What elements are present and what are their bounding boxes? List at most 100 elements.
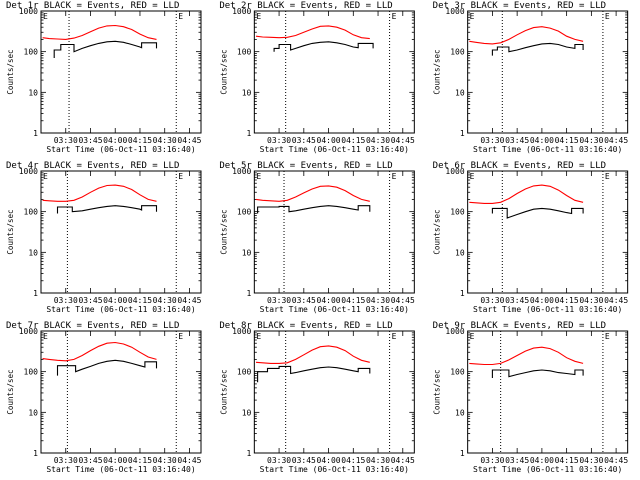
x-tick-label: 04:45: [604, 456, 628, 465]
x-tick-label: 04:00: [530, 296, 554, 305]
x-axis-label: Start Time (06-Oct-11 03:16:40): [46, 465, 195, 474]
chart-title: Det 8r BLACK = Events, RED = LLD: [219, 321, 392, 331]
annotation-label: E: [392, 332, 397, 341]
chart-panel-8: Det 8r BLACK = Events, RED = LLD 1 10 100 10…: [219, 321, 415, 474]
x-tick-label: 04:15: [555, 456, 579, 465]
annotation-label: E: [256, 332, 261, 341]
x-tick-label: 04:30: [366, 136, 390, 145]
series-line-black: [53, 40, 158, 58]
plot-frame: [467, 10, 629, 134]
y-tick-label: 10: [455, 248, 465, 257]
x-tick-label: 04:00: [103, 136, 127, 145]
x-axis-label: Start Time (06-Oct-11 03:16:40): [260, 465, 409, 474]
annotation-label: E: [392, 172, 397, 181]
x-tick-label: 04:00: [103, 296, 127, 305]
annotation-label: E: [178, 12, 183, 21]
y-tick-label: 100: [24, 208, 39, 217]
chart-title: Det 7r BLACK = Events, RED = LLD: [6, 321, 179, 331]
y-tick-label: 1: [460, 129, 465, 138]
y-tick-label: 10: [28, 248, 38, 257]
x-tick-label: 04:30: [366, 296, 390, 305]
chart-panel-2: Det 2r BLACK = Events, RED = LLD 1 10 100 10…: [219, 1, 415, 154]
x-axis-label: Start Time (06-Oct-11 03:16:40): [46, 305, 195, 314]
x-tick-label: 03:45: [78, 456, 102, 465]
annotation-label: E: [43, 172, 48, 181]
x-tick-label: 04:45: [177, 136, 201, 145]
chart-title: Det 2r BLACK = Events, RED = LLD: [219, 1, 392, 11]
x-tick-label: 04:30: [579, 456, 603, 465]
x-tick-label: 04:45: [604, 296, 628, 305]
y-tick-label: 1000: [445, 7, 464, 16]
plot-frame: [40, 170, 202, 294]
x-tick-label: 03:45: [78, 296, 102, 305]
series-line-red: [469, 346, 584, 366]
x-tick-label: 03:30: [267, 296, 291, 305]
x-tick-label: 03:30: [480, 456, 504, 465]
chart-title: Det 1r BLACK = Events, RED = LLD: [6, 1, 179, 11]
x-axis-label: Start Time (06-Oct-11 03:16:40): [473, 305, 622, 314]
x-axis-label: Start Time (06-Oct-11 03:16:40): [260, 145, 409, 154]
annotation-label: E: [43, 12, 48, 21]
annotation-label: E: [256, 172, 261, 181]
series-line-black: [56, 205, 158, 214]
y-tick-label: 100: [24, 368, 39, 377]
x-tick-label: 03:30: [267, 136, 291, 145]
y-tick-label: 10: [455, 88, 465, 97]
chart-panel-4: Det 4r BLACK = Events, RED = LLD 1 10 100 10…: [6, 161, 202, 314]
series-line-red: [469, 184, 584, 204]
y-tick-label: 1000: [445, 167, 464, 176]
series-line-red: [42, 184, 157, 202]
y-tick-label: 1000: [232, 327, 251, 336]
x-tick-label: 03:45: [505, 456, 529, 465]
annotation-label: E: [605, 12, 610, 21]
y-tick-label: 100: [237, 48, 252, 57]
x-tick-label: 03:45: [292, 456, 316, 465]
x-tick-label: 04:45: [391, 456, 415, 465]
x-tick-label: 03:45: [78, 136, 102, 145]
x-tick-label: 04:00: [530, 136, 554, 145]
y-tick-label: 10: [242, 88, 252, 97]
chart-title: Det 3r BLACK = Events, RED = LLD: [433, 1, 606, 11]
annotation-label: E: [43, 332, 48, 341]
x-tick-label: 04:00: [317, 136, 341, 145]
x-tick-label: 04:00: [530, 456, 554, 465]
annotation-label: E: [470, 12, 475, 21]
series-line-black: [491, 42, 584, 56]
x-tick-label: 04:45: [177, 456, 201, 465]
y-axis-label: Counts/sec: [6, 209, 15, 254]
y-tick-label: 100: [450, 368, 465, 377]
series-line-black: [56, 359, 158, 376]
chart-title: Det 9r BLACK = Events, RED = LLD: [433, 321, 606, 331]
x-tick-label: 04:15: [341, 456, 365, 465]
chart-panel-9: Det 9r BLACK = Events, RED = LLD 1 10 100 10…: [433, 321, 629, 474]
annotation-label: E: [178, 332, 183, 341]
x-tick-label: 03:30: [480, 296, 504, 305]
y-tick-label: 1000: [19, 7, 38, 16]
x-tick-label: 04:45: [391, 296, 415, 305]
y-tick-label: 100: [237, 368, 252, 377]
series-line-red: [255, 345, 370, 364]
x-tick-label: 04:15: [555, 296, 579, 305]
x-tick-label: 04:15: [341, 136, 365, 145]
x-tick-label: 04:15: [341, 296, 365, 305]
x-tick-label: 04:30: [366, 456, 390, 465]
x-tick-label: 04:15: [128, 296, 152, 305]
chart-title: Det 6r BLACK = Events, RED = LLD: [433, 161, 606, 171]
x-axis-label: Start Time (06-Oct-11 03:16:40): [473, 465, 622, 474]
series-line-black: [491, 207, 584, 219]
x-tick-label: 04:30: [579, 136, 603, 145]
y-axis-label: Counts/sec: [219, 369, 228, 414]
y-tick-label: 1: [33, 129, 38, 138]
y-axis-label: Counts/sec: [433, 49, 442, 94]
series-line-black: [273, 41, 374, 52]
y-tick-label: 100: [450, 48, 465, 57]
y-tick-label: 1: [247, 449, 252, 458]
x-tick-label: 04:45: [177, 296, 201, 305]
series-line-red: [42, 24, 157, 40]
x-tick-label: 03:30: [54, 136, 78, 145]
x-tick-label: 03:30: [54, 456, 78, 465]
chart-panel-6: Det 6r BLACK = Events, RED = LLD 1 10 100 10…: [433, 161, 629, 314]
y-axis-label: Counts/sec: [219, 209, 228, 254]
annotation-label: E: [605, 332, 610, 341]
